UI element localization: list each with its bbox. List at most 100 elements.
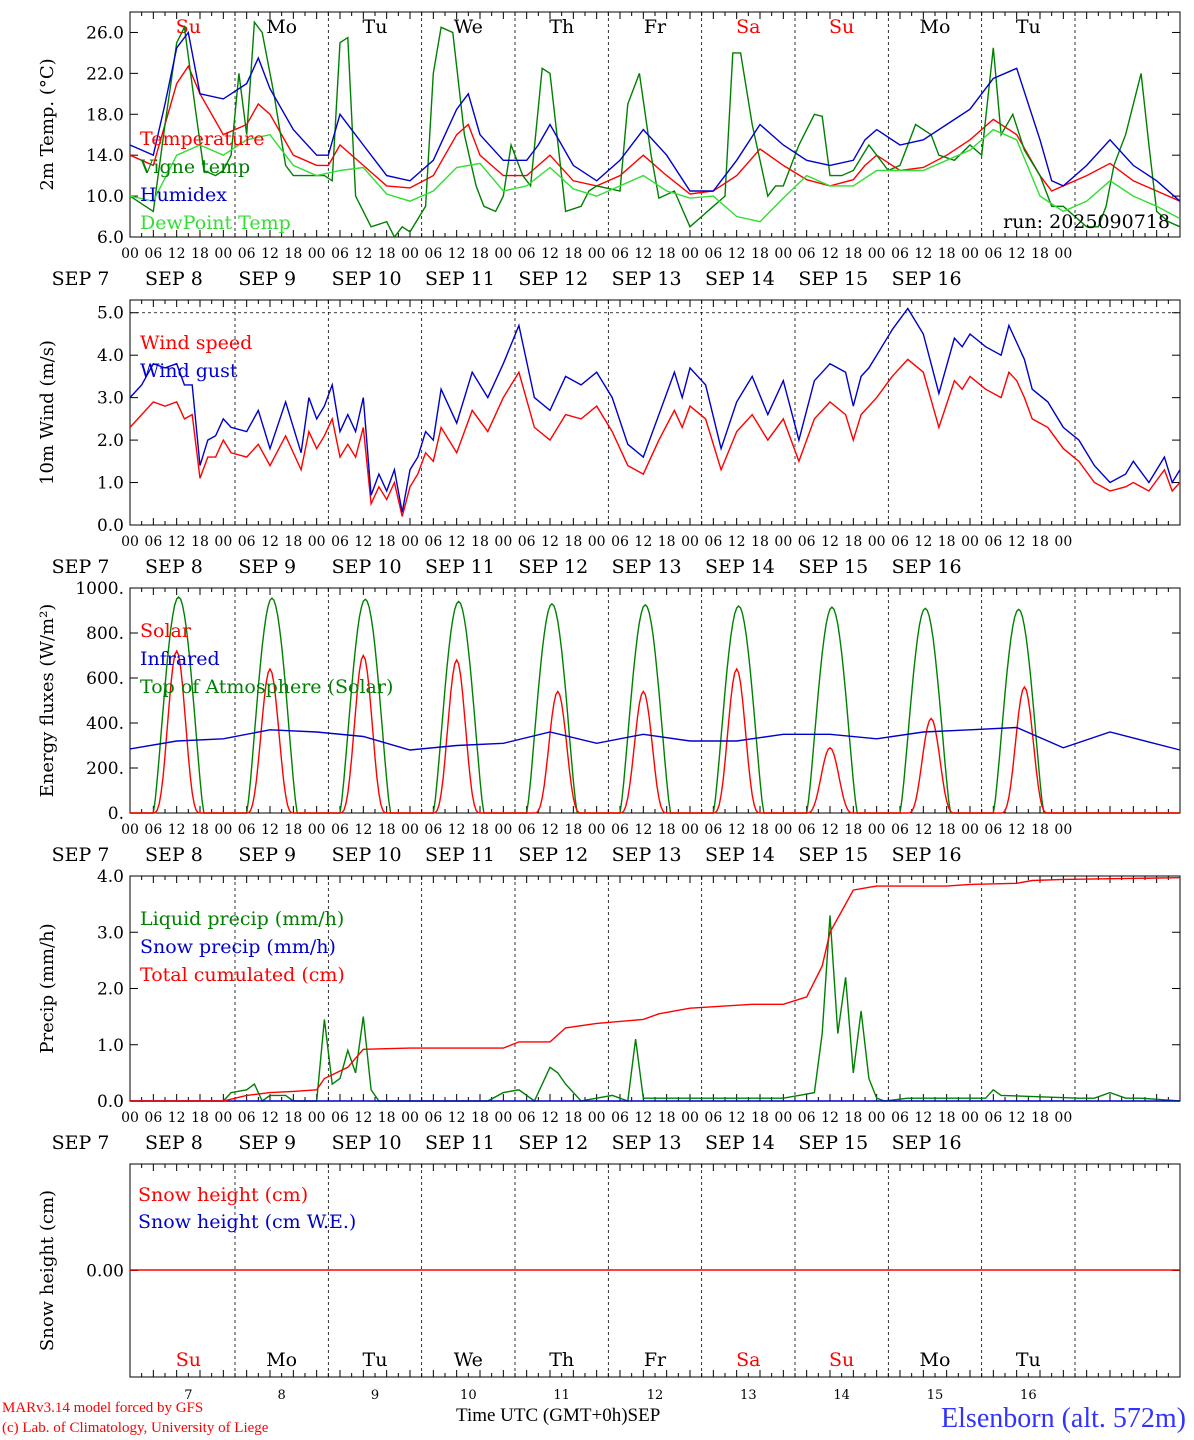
hour-label: 12 xyxy=(728,1110,746,1126)
legend-snow-precip-mm-h-: Snow precip (mm/h) xyxy=(140,936,336,958)
hour-label: 18 xyxy=(471,822,489,838)
hour-label: 00 xyxy=(681,822,699,838)
hour-label: 18 xyxy=(284,534,302,550)
hour-label: 06 xyxy=(424,534,442,550)
y-tick-label: 200. xyxy=(86,759,124,779)
hour-label: 00 xyxy=(401,534,419,550)
wind-series-line xyxy=(129,358,1181,517)
temp-series-line xyxy=(129,64,1181,202)
day-name-bottom: Fr xyxy=(644,1349,667,1371)
hour-label: 12 xyxy=(168,1110,186,1126)
date-label: SEP 10 xyxy=(332,268,402,290)
month-label: SEP xyxy=(627,1405,661,1426)
hour-label: 12 xyxy=(354,534,372,550)
hour-label: 18 xyxy=(284,246,302,262)
hour-label: 12 xyxy=(354,822,372,838)
hour-label: 00 xyxy=(214,1110,232,1126)
hour-label: 00 xyxy=(868,534,886,550)
day-number: 10 xyxy=(460,1388,477,1403)
hour-label: 18 xyxy=(844,534,862,550)
date-label: SEP 11 xyxy=(425,556,495,578)
hour-label: 18 xyxy=(191,822,209,838)
hour-label: 00 xyxy=(121,1110,139,1126)
y-tick-label: 0. xyxy=(108,804,124,824)
hour-label: 00 xyxy=(681,1110,699,1126)
y-tick-label: 800. xyxy=(86,624,124,644)
run-label: run: 2025090718 xyxy=(1003,211,1170,233)
hour-label: 00 xyxy=(774,822,792,838)
hour-label: 06 xyxy=(704,246,722,262)
day-name-bottom: Tu xyxy=(363,1349,388,1371)
hour-label: 00 xyxy=(494,534,512,550)
day-name-top: Mo xyxy=(920,16,951,38)
day-name-bottom: Su xyxy=(829,1349,854,1371)
date-label: SEP 8 xyxy=(145,268,203,290)
hour-label: 12 xyxy=(168,534,186,550)
infrared-line xyxy=(129,726,1181,751)
day-name-bottom: Sa xyxy=(736,1349,760,1371)
day-number: 15 xyxy=(927,1388,944,1403)
y-tick-label: 14.0 xyxy=(86,146,124,166)
day-name-bottom: Mo xyxy=(920,1349,951,1371)
hour-label: 12 xyxy=(821,246,839,262)
date-label: SEP 9 xyxy=(238,556,296,578)
hour-label: 18 xyxy=(564,1110,582,1126)
hour-label: 00 xyxy=(1054,534,1072,550)
hour-label: 18 xyxy=(658,246,676,262)
legend-solar: Solar xyxy=(140,620,192,642)
hour-label: 12 xyxy=(821,1110,839,1126)
hour-label: 00 xyxy=(121,822,139,838)
time-axis-label: Time UTC (GMT+0h)SEP xyxy=(456,1405,660,1427)
hour-label: 06 xyxy=(611,534,629,550)
hour-label: 12 xyxy=(168,246,186,262)
hour-label: 06 xyxy=(891,1110,909,1126)
hour-label: 00 xyxy=(961,822,979,838)
day-name-top: Su xyxy=(829,16,854,38)
day-number: 13 xyxy=(740,1388,757,1403)
date-label: SEP 16 xyxy=(892,556,962,578)
legend-temperature: Temperature xyxy=(140,128,264,150)
hour-label: 00 xyxy=(308,534,326,550)
date-label: SEP 10 xyxy=(332,844,402,866)
hour-label: 06 xyxy=(518,246,536,262)
hour-label: 06 xyxy=(518,534,536,550)
hour-label: 18 xyxy=(564,246,582,262)
date-label: SEP 10 xyxy=(332,1132,402,1154)
hour-label: 12 xyxy=(1008,1110,1026,1126)
hour-label: 00 xyxy=(588,246,606,262)
legend-liquid-precip-mm-h-: Liquid precip (mm/h) xyxy=(140,908,344,930)
date-label: SEP 14 xyxy=(705,556,775,578)
hour-label: 18 xyxy=(938,246,956,262)
temp-series-line xyxy=(129,30,1181,202)
hour-label: 06 xyxy=(331,1110,349,1126)
hour-label: 06 xyxy=(704,1110,722,1126)
legend-wind-gust: Wind gust xyxy=(140,360,238,382)
hour-label: 06 xyxy=(144,534,162,550)
hour-label: 00 xyxy=(961,534,979,550)
hour-label: 06 xyxy=(798,246,816,262)
day-name-top: Th xyxy=(549,16,574,38)
hour-label: 18 xyxy=(938,822,956,838)
legend-humidex: Humidex xyxy=(140,184,227,206)
legend-snow-height-cm-we: Snow height (cm W.E.) xyxy=(138,1211,356,1233)
day-number: 9 xyxy=(371,1388,379,1403)
model-credit: MARv3.14 model forced by GFS xyxy=(2,1400,204,1416)
y-tick-label: 0.0 xyxy=(97,1092,124,1112)
date-label: SEP 8 xyxy=(145,556,203,578)
hour-label: 12 xyxy=(728,822,746,838)
hour-label: 18 xyxy=(1031,822,1049,838)
y-tick-label: 26.0 xyxy=(86,23,124,43)
hour-label: 00 xyxy=(961,246,979,262)
hour-label: 12 xyxy=(354,246,372,262)
hour-label: 06 xyxy=(891,246,909,262)
hour-label: 00 xyxy=(401,822,419,838)
day-name-top: Sa xyxy=(736,16,760,38)
y-axis-label: 2m Temp. (°C) xyxy=(37,58,58,190)
hour-label: 06 xyxy=(611,1110,629,1126)
time-label: Time UTC (GMT+0h) xyxy=(456,1405,628,1426)
hour-label: 06 xyxy=(984,534,1002,550)
solar-line xyxy=(130,649,1180,814)
hour-label: 00 xyxy=(121,534,139,550)
date-label: SEP 14 xyxy=(705,268,775,290)
hour-label: 06 xyxy=(984,1110,1002,1126)
